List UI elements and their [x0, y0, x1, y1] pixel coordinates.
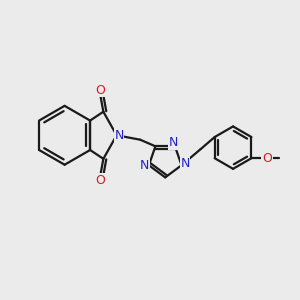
- Text: N: N: [140, 159, 149, 172]
- Text: N: N: [180, 157, 190, 170]
- Text: N: N: [169, 136, 178, 149]
- Text: O: O: [95, 84, 105, 97]
- Text: O: O: [262, 152, 272, 165]
- Text: O: O: [95, 174, 105, 187]
- Text: N: N: [114, 129, 124, 142]
